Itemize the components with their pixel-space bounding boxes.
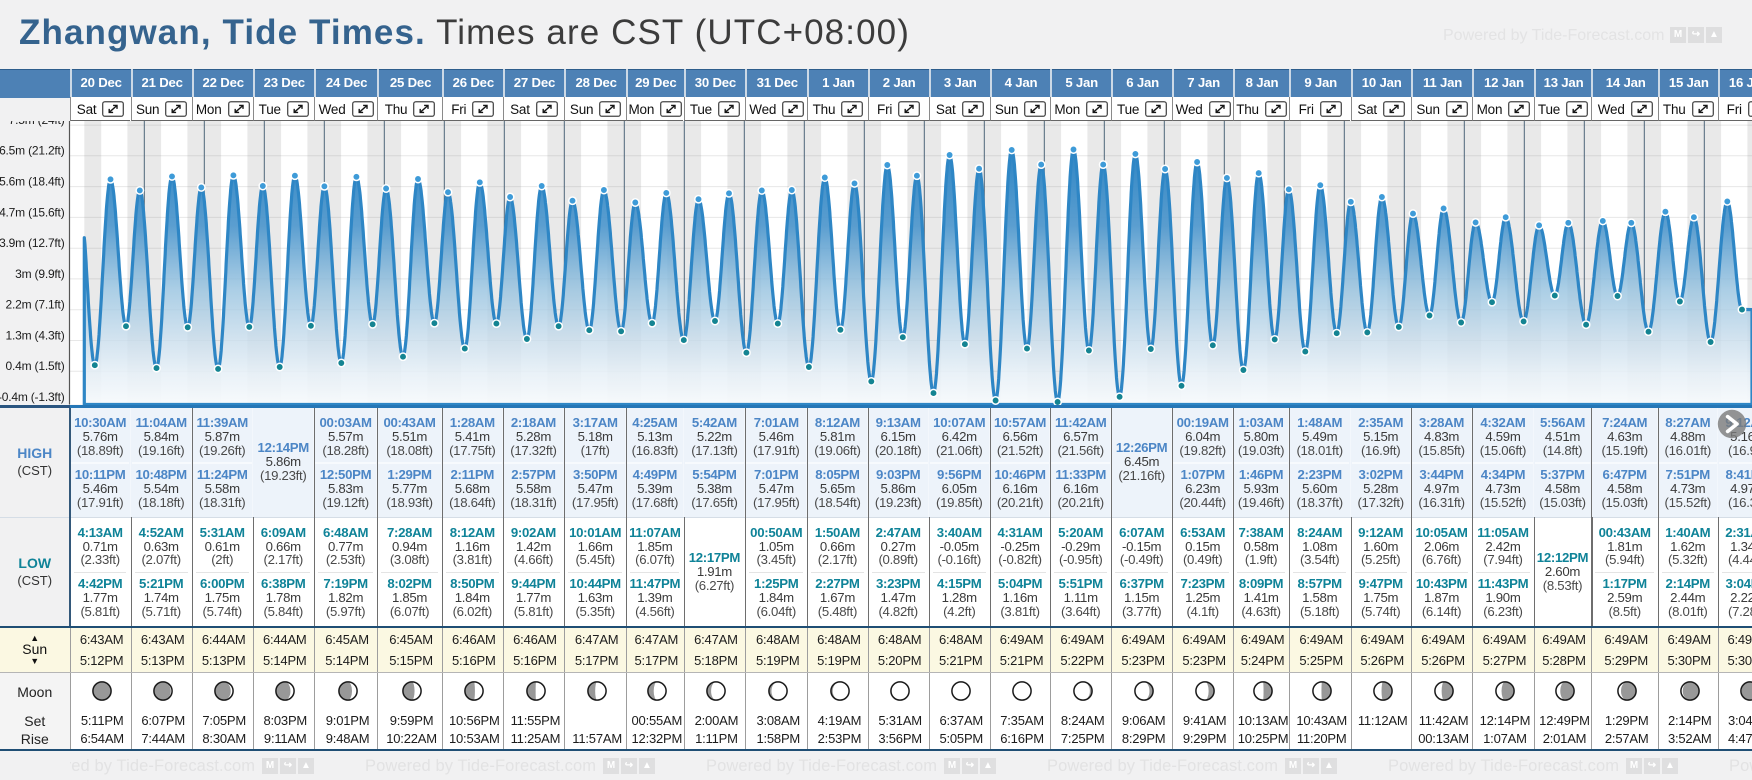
svg-text:3m (9.9ft): 3m (9.9ft)	[15, 267, 65, 281]
svg-text:1.3m (4.3ft): 1.3m (4.3ft)	[6, 328, 65, 342]
svg-text:0.4m (1.5ft): 0.4m (1.5ft)	[6, 359, 65, 373]
svg-text:6.5m (21.2ft): 6.5m (21.2ft)	[0, 144, 65, 158]
svg-text:5.6m (18.4ft): 5.6m (18.4ft)	[0, 175, 65, 189]
svg-text:4.7m (15.6ft): 4.7m (15.6ft)	[0, 205, 65, 219]
svg-text:3.9m (12.7ft): 3.9m (12.7ft)	[0, 236, 65, 250]
svg-text:2.2m (7.1ft): 2.2m (7.1ft)	[6, 298, 65, 312]
svg-text:-0.4m (-1.3ft): -0.4m (-1.3ft)	[0, 390, 65, 404]
svg-text:7.5m (24ft): 7.5m (24ft)	[9, 121, 65, 127]
